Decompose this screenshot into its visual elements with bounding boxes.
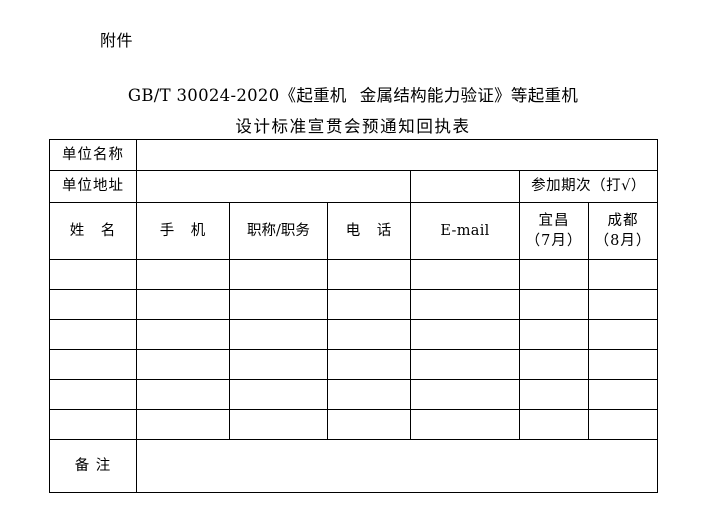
cell-title[interactable] (229, 259, 328, 290)
cell-name[interactable] (49, 349, 137, 380)
cell-title[interactable] (229, 409, 328, 440)
table-row (49, 379, 659, 410)
session-header-label: 参加期次（打√） (518, 170, 659, 203)
cell-chengdu-checkbox[interactable] (587, 349, 659, 380)
cell-yichang-checkbox[interactable] (519, 379, 589, 410)
page-title-line1-prefix: GB/T 30024-2020《起重机 (127, 86, 347, 105)
page-title-line1: GB/T 30024-2020《起重机 金属结构能力验证》等起重机 (128, 86, 578, 105)
cell-email[interactable] (410, 319, 520, 350)
attachment-label: 附件 (100, 31, 134, 50)
table-header-row: 姓 名 手 机 职称/职务 电 话 E-mail 宜昌 （7月） 成都 （8月） (49, 202, 659, 260)
remark-input[interactable] (135, 439, 659, 493)
page-title-line2: 设计标准宣贯会预通知回执表 (235, 117, 471, 136)
column-header-chengdu-city: 成都 (607, 213, 639, 229)
table-row (49, 289, 659, 320)
column-header-phone: 电 话 (327, 202, 411, 260)
cell-yichang-checkbox[interactable] (519, 349, 589, 380)
column-header-email: E-mail (410, 202, 520, 260)
cell-phone[interactable] (327, 289, 411, 320)
cell-chengdu-checkbox[interactable] (587, 319, 659, 350)
cell-mobile[interactable] (136, 289, 230, 320)
cell-chengdu-checkbox[interactable] (587, 259, 659, 290)
cell-title[interactable] (229, 319, 328, 350)
column-header-mobile: 手 机 (136, 202, 230, 260)
unit-address-extra-cell[interactable] (410, 170, 520, 203)
cell-title[interactable] (229, 379, 328, 410)
cell-phone[interactable] (327, 319, 411, 350)
cell-name[interactable] (49, 379, 137, 410)
table-row-unit-address: 单位地址 参加期次（打√） (49, 170, 659, 203)
cell-mobile[interactable] (136, 259, 230, 290)
column-header-yichang: 宜昌 （7月） (519, 202, 589, 260)
column-header-chengdu-month: （8月） (594, 233, 652, 249)
cell-phone[interactable] (327, 409, 411, 440)
cell-mobile[interactable] (136, 379, 230, 410)
table-row-unit-name: 单位名称 (49, 139, 659, 171)
cell-mobile[interactable] (136, 349, 230, 380)
cell-email[interactable] (410, 379, 520, 410)
cell-mobile[interactable] (136, 409, 230, 440)
cell-chengdu-checkbox[interactable] (587, 379, 659, 410)
column-header-name: 姓 名 (49, 202, 137, 260)
table-row (49, 409, 659, 440)
table-row-remark: 备 注 (49, 439, 659, 493)
cell-chengdu-checkbox[interactable] (587, 289, 659, 320)
cell-name[interactable] (49, 319, 137, 350)
column-header-chengdu: 成都 （8月） (587, 202, 659, 260)
unit-address-label: 单位地址 (49, 170, 137, 203)
cell-chengdu-checkbox[interactable] (587, 409, 659, 440)
page-title-line1-suffix: 金属结构能力验证》等起重机 (359, 86, 579, 105)
unit-name-input[interactable] (135, 139, 659, 171)
cell-email[interactable] (410, 259, 520, 290)
cell-yichang-checkbox[interactable] (519, 289, 589, 320)
cell-email[interactable] (410, 289, 520, 320)
unit-name-label: 单位名称 (49, 139, 137, 171)
cell-mobile[interactable] (136, 319, 230, 350)
cell-yichang-checkbox[interactable] (519, 259, 589, 290)
cell-yichang-checkbox[interactable] (519, 409, 589, 440)
column-header-yichang-month: （7月） (525, 233, 583, 249)
cell-title[interactable] (229, 349, 328, 380)
cell-name[interactable] (49, 409, 137, 440)
column-header-title: 职称/职务 (229, 202, 328, 260)
registration-form-table: 单位名称 单位地址 参加期次（打√） 姓 名 手 机 职称/职务 电 话 E-m… (49, 139, 659, 493)
cell-email[interactable] (410, 409, 520, 440)
table-row (49, 259, 659, 290)
column-header-yichang-city: 宜昌 (538, 213, 570, 229)
cell-name[interactable] (49, 289, 137, 320)
cell-yichang-checkbox[interactable] (519, 319, 589, 350)
cell-phone[interactable] (327, 379, 411, 410)
unit-address-input[interactable] (136, 170, 411, 203)
cell-name[interactable] (49, 259, 137, 290)
remark-label: 备 注 (49, 439, 137, 493)
cell-email[interactable] (410, 349, 520, 380)
table-row (49, 319, 659, 350)
cell-phone[interactable] (327, 259, 411, 290)
cell-phone[interactable] (327, 349, 411, 380)
table-row (49, 349, 659, 380)
cell-title[interactable] (229, 289, 328, 320)
page-title: GB/T 30024-2020《起重机 金属结构能力验证》等起重机 设计标准宣贯会… (49, 80, 657, 142)
